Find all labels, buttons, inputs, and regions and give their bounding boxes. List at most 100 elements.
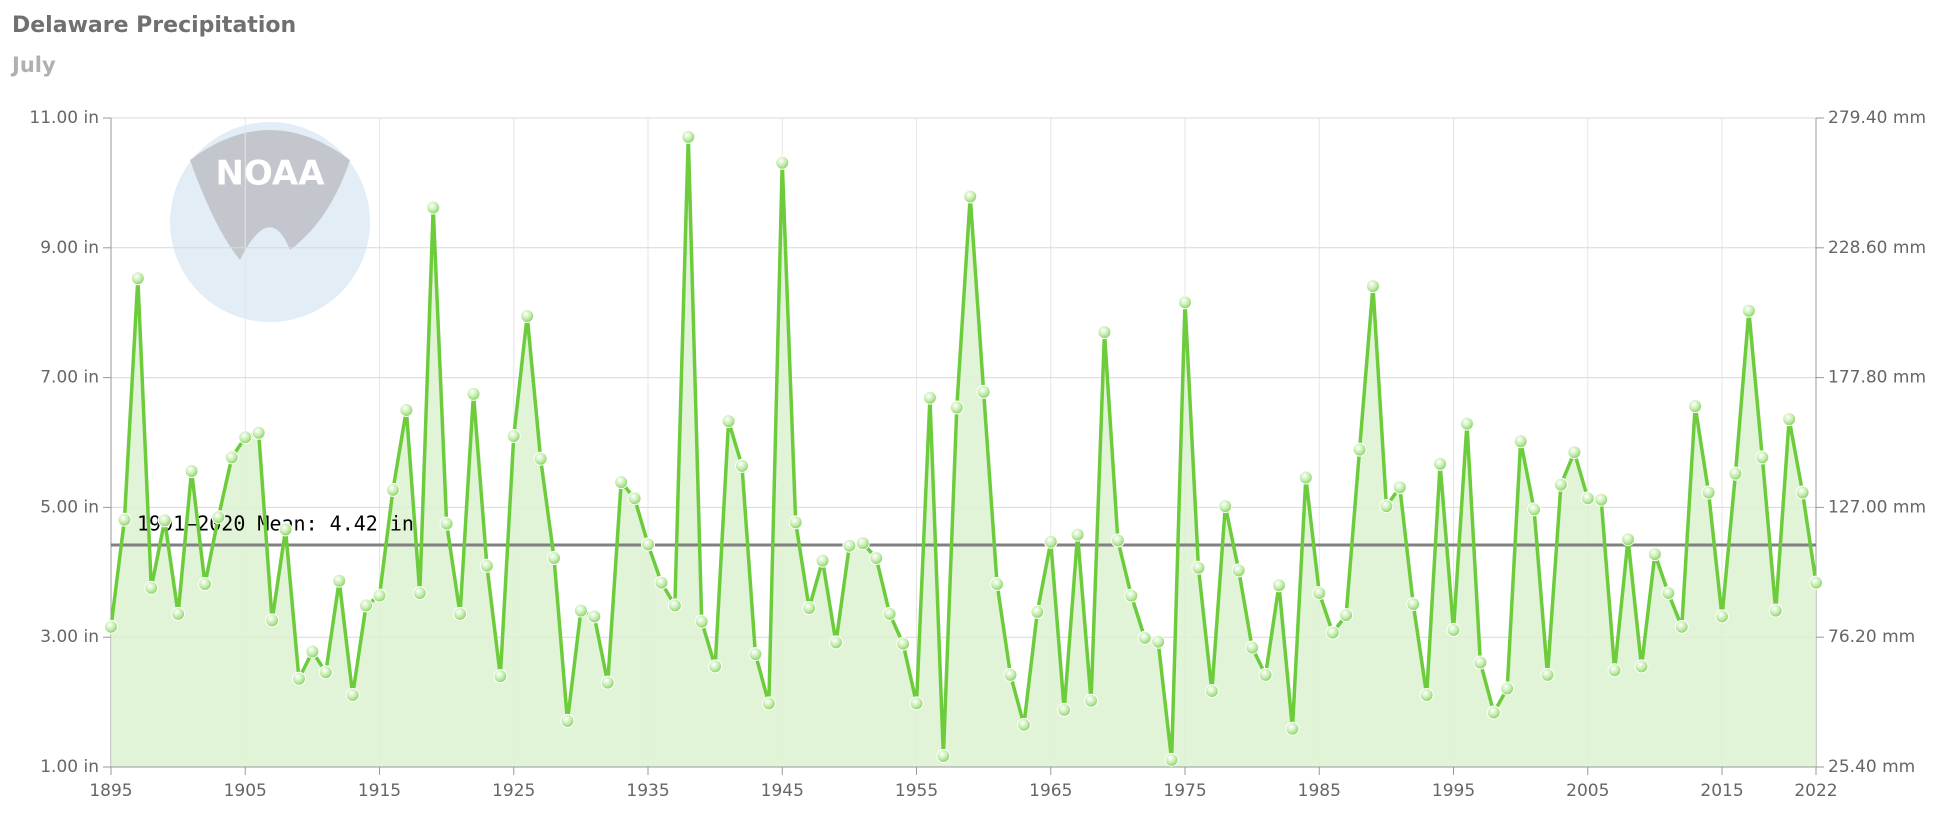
y-tick-label: 1.00 in	[40, 757, 99, 777]
x-tick-label: 1965	[1029, 781, 1072, 801]
point	[1553, 477, 1568, 492]
point	[426, 200, 441, 215]
point	[1446, 623, 1461, 638]
point	[1218, 499, 1233, 514]
point	[1204, 684, 1219, 699]
point	[681, 129, 696, 144]
point	[547, 551, 562, 566]
x-tick-label: 1895	[89, 781, 132, 801]
point	[734, 458, 749, 473]
chart-title: Delaware Precipitation	[12, 13, 296, 38]
point	[936, 748, 951, 763]
point	[533, 451, 548, 466]
line	[109, 135, 1818, 762]
x-tick-label: 1935	[626, 781, 669, 801]
point	[197, 576, 212, 591]
point	[1674, 619, 1689, 634]
point	[372, 588, 387, 603]
point	[1231, 563, 1246, 578]
point	[1271, 578, 1286, 593]
point	[627, 491, 642, 506]
y2-tick-label: 228.60 mm	[1828, 238, 1926, 258]
point	[224, 450, 239, 465]
x-tick-label: 1985	[1298, 781, 1341, 801]
x-tick-label: 1905	[224, 781, 267, 801]
point	[238, 430, 253, 445]
point	[1325, 625, 1340, 640]
point	[520, 308, 535, 323]
point	[1580, 491, 1595, 506]
point	[1459, 416, 1474, 431]
point	[1178, 295, 1193, 310]
point	[788, 515, 803, 530]
point	[1500, 681, 1515, 696]
point	[1003, 667, 1018, 682]
point	[990, 576, 1005, 591]
point	[1594, 492, 1609, 507]
point	[1567, 445, 1582, 460]
point	[667, 598, 682, 613]
point	[708, 659, 723, 674]
point	[1057, 702, 1072, 717]
point	[896, 636, 911, 651]
point	[1110, 533, 1125, 548]
x-tick-label: 1955	[895, 781, 938, 801]
point	[332, 573, 347, 588]
x-tick-label: 1925	[492, 781, 535, 801]
point	[1433, 456, 1448, 471]
point	[211, 510, 226, 525]
point	[479, 558, 494, 573]
point	[1151, 634, 1166, 649]
point	[1527, 502, 1542, 517]
point	[439, 516, 454, 531]
point	[1647, 547, 1662, 562]
point	[412, 586, 427, 601]
point	[1741, 303, 1756, 318]
point	[305, 644, 320, 659]
point	[1137, 630, 1152, 645]
point	[614, 475, 629, 490]
point	[385, 482, 400, 497]
y2-tick-label: 177.80 mm	[1828, 368, 1926, 388]
point	[560, 713, 575, 728]
point	[1379, 499, 1394, 514]
point	[654, 575, 669, 590]
chart-subtitle: July	[10, 53, 56, 77]
point	[1365, 279, 1380, 294]
point	[453, 606, 468, 621]
point	[842, 538, 857, 553]
x-tick-label: 1995	[1432, 781, 1475, 801]
y-tick-label: 7.00 in	[40, 368, 99, 388]
x-tick-label: 1945	[761, 781, 804, 801]
point	[1715, 609, 1730, 624]
point	[573, 603, 588, 618]
point	[1339, 608, 1354, 623]
point	[815, 553, 830, 568]
point	[641, 537, 656, 552]
y2-tick-label: 76.20 mm	[1828, 627, 1915, 647]
point	[1124, 588, 1139, 603]
point	[1486, 705, 1501, 720]
point	[694, 614, 709, 629]
point	[184, 464, 199, 479]
point	[1245, 640, 1260, 655]
point	[828, 635, 843, 650]
point	[882, 606, 897, 621]
point	[345, 687, 360, 702]
point	[1164, 752, 1179, 767]
y-tick-label: 9.00 in	[40, 238, 99, 258]
point	[1030, 604, 1045, 619]
point	[1419, 687, 1434, 702]
point	[600, 675, 615, 690]
point	[1755, 450, 1770, 465]
y2-tick-label: 127.00 mm	[1828, 497, 1926, 517]
point	[1352, 442, 1367, 457]
point	[144, 580, 159, 595]
point	[1406, 597, 1421, 612]
point	[506, 429, 521, 444]
x-tick-label: 2005	[1566, 781, 1609, 801]
point	[1285, 721, 1300, 736]
point	[466, 386, 481, 401]
point	[278, 522, 293, 537]
